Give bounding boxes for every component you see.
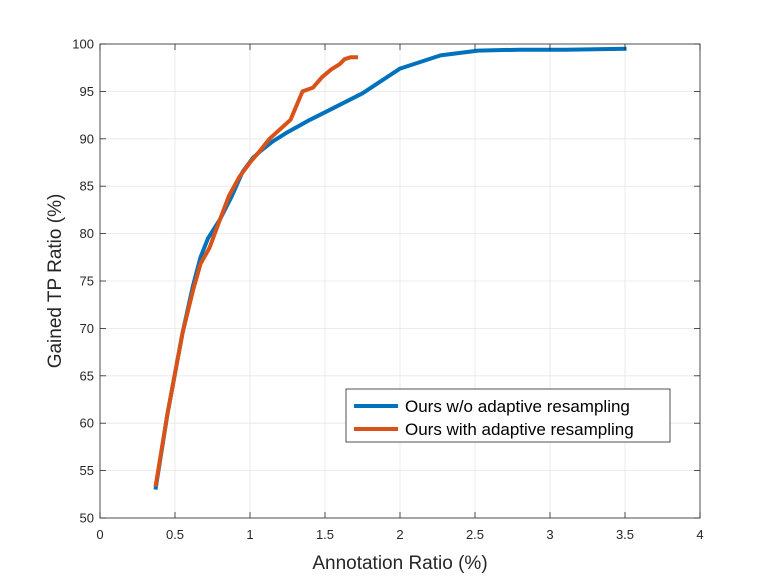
y-tick-label: 50 — [80, 511, 94, 526]
y-tick-label: 70 — [80, 321, 94, 336]
y-axis-title: Gained TP Ratio (%) — [45, 194, 66, 369]
y-tick-label: 60 — [80, 416, 94, 431]
x-tick-label: 1.5 — [316, 527, 334, 542]
x-axis-title: Annotation Ratio (%) — [312, 553, 487, 574]
series-layer — [153, 46, 627, 490]
x-tick-label: 2.5 — [466, 527, 484, 542]
x-tick-label: 3.5 — [616, 527, 634, 542]
y-tick-label: 90 — [80, 131, 94, 146]
axis-ticks — [99, 43, 701, 519]
tick-labels: 0 0.5 1 1.5 2 2.5 3 3.5 4 50 55 60 65 70 75 80 85 90 95 100 — [72, 37, 703, 543]
y-tick-label: 65 — [80, 368, 94, 383]
x-tick-label: 3 — [546, 527, 553, 542]
y-tick-label: 85 — [80, 179, 94, 194]
x-tick-label: 4 — [696, 527, 703, 542]
x-tick-label: 1 — [246, 527, 253, 542]
x-tick-label: 2 — [396, 527, 403, 542]
y-tick-label: 100 — [72, 37, 94, 52]
legend-label-series-1: Ours w/o adaptive resampling — [405, 397, 630, 416]
y-tick-label: 75 — [80, 274, 94, 289]
x-tick-label: 0.5 — [166, 527, 184, 542]
legend-box — [345, 388, 671, 443]
series-line-2 — [153, 55, 358, 488]
x-tick-label: 0 — [96, 527, 103, 542]
y-tick-label: 95 — [80, 84, 94, 99]
y-tick-label: 55 — [80, 463, 94, 478]
legend-label-series-2: Ours with adaptive resampling — [405, 420, 634, 439]
y-tick-label: 80 — [80, 226, 94, 241]
legend: Ours w/o adaptive resampling Ours with a… — [345, 388, 671, 443]
